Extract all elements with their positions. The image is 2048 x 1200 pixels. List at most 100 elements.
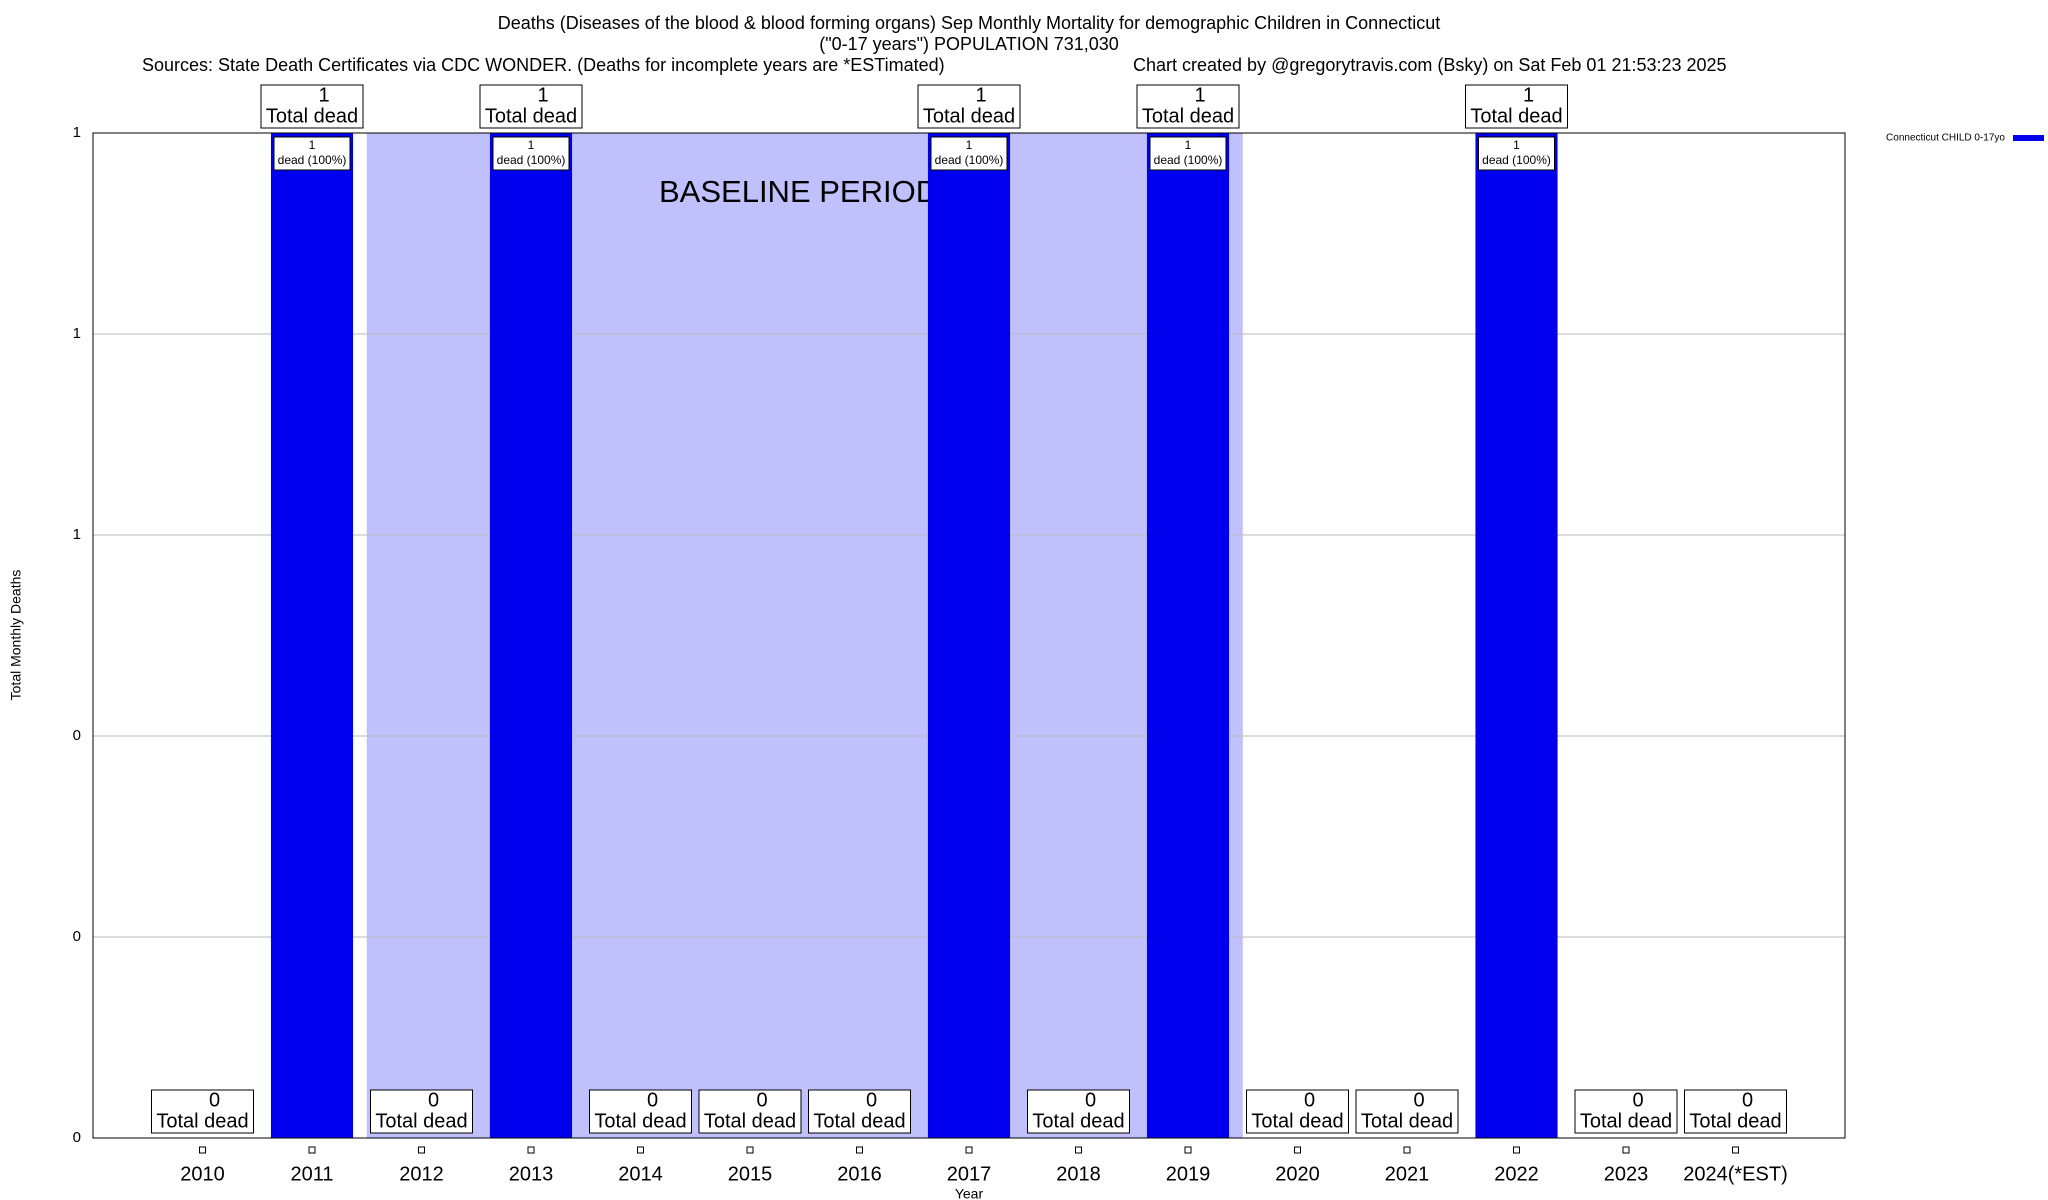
total-label-value: 1 xyxy=(537,84,548,106)
chart-source: Sources: State Death Certificates via CD… xyxy=(142,55,945,75)
bar-label-value: 1 xyxy=(309,138,316,152)
y-tick-label: 0 xyxy=(73,1129,81,1146)
y-tick-label: 1 xyxy=(73,124,81,141)
total-label-text: Total dead xyxy=(1689,1110,1781,1132)
bar xyxy=(270,133,354,1138)
x-tick-label: 2024(*EST) xyxy=(1683,1163,1788,1185)
x-tick-mark xyxy=(1184,1146,1192,1154)
bar-label-text: dead (100%) xyxy=(278,153,347,167)
x-tick-mark xyxy=(856,1146,863,1154)
x-tick-mark xyxy=(1513,1146,1520,1154)
total-label-box xyxy=(917,84,1021,129)
total-label-text: Total dead xyxy=(156,1110,248,1132)
x-tick-label: 2010 xyxy=(180,1163,225,1185)
total-label-value: 1 xyxy=(318,84,329,106)
total-label-value: 0 xyxy=(756,1089,767,1111)
x-tick-label: 2020 xyxy=(1275,1163,1320,1185)
total-label-value: 0 xyxy=(1742,1089,1753,1111)
bar xyxy=(1475,133,1558,1138)
total-label-box xyxy=(1355,1089,1459,1134)
y-tick-label: 0 xyxy=(73,928,81,945)
total-label-box xyxy=(1684,1089,1787,1134)
x-tick-label: 2019 xyxy=(1166,1163,1211,1185)
legend-swatch xyxy=(2013,135,2044,141)
y-tick-label: 1 xyxy=(73,526,81,543)
total-label-value: 0 xyxy=(209,1089,220,1111)
bar-label-box xyxy=(930,136,1008,171)
total-label-box xyxy=(370,1089,473,1134)
total-label-value: 0 xyxy=(1085,1089,1096,1111)
x-tick-label: 2018 xyxy=(1056,1163,1101,1185)
total-label-text: Total dead xyxy=(813,1110,905,1132)
x-tick-mark xyxy=(637,1146,644,1154)
total-label-text: Total dead xyxy=(1361,1110,1453,1132)
x-tick-mark xyxy=(418,1146,425,1154)
total-label-box xyxy=(1465,84,1568,129)
bar-label-text: dead (100%) xyxy=(935,153,1004,167)
x-tick-label: 2017 xyxy=(947,1163,992,1185)
bar xyxy=(927,133,1011,1138)
total-label-text: Total dead xyxy=(1032,1110,1124,1132)
legend-label: Connecticut CHILD 0-17yo xyxy=(1886,133,2005,144)
total-label-value: 0 xyxy=(1304,1089,1315,1111)
x-tick-label: 2014 xyxy=(618,1163,663,1185)
total-label-box xyxy=(479,84,583,129)
total-label-value: 0 xyxy=(428,1089,439,1111)
total-label-value: 1 xyxy=(975,84,986,106)
bar-label-text: dead (100%) xyxy=(1482,153,1551,167)
total-label-value: 0 xyxy=(1632,1089,1643,1111)
total-label-text: Total dead xyxy=(1251,1110,1343,1132)
x-tick-mark xyxy=(1403,1146,1411,1154)
total-label-value: 0 xyxy=(866,1089,877,1111)
bar-label-box xyxy=(273,136,351,171)
total-label-value: 0 xyxy=(647,1089,658,1111)
total-label-text: Total dead xyxy=(485,105,577,127)
total-label-text: Total dead xyxy=(923,105,1015,127)
bar-label-text: dead (100%) xyxy=(1154,153,1223,167)
x-tick-label: 2023 xyxy=(1604,1163,1649,1185)
total-label-text: Total dead xyxy=(375,1110,467,1132)
bar-label-box xyxy=(1149,136,1227,171)
baseline-label: BASELINE PERIOD xyxy=(659,174,938,209)
total-label-value: 1 xyxy=(1194,84,1205,106)
total-label-box xyxy=(151,1089,254,1134)
x-tick-label: 2015 xyxy=(728,1163,773,1185)
bar-label-value: 1 xyxy=(1185,138,1192,152)
bar xyxy=(1146,133,1230,1138)
bar xyxy=(489,133,573,1138)
chart-title: Deaths (Diseases of the blood & blood fo… xyxy=(498,13,1440,33)
total-label-text: Total dead xyxy=(1470,105,1562,127)
x-tick-label: 2013 xyxy=(509,1163,554,1185)
total-label-value: 1 xyxy=(1523,84,1534,106)
bar-label-value: 1 xyxy=(1513,138,1520,152)
x-tick-label: 2011 xyxy=(290,1163,333,1185)
total-label-box xyxy=(1246,1089,1349,1134)
x-tick-mark xyxy=(1622,1146,1630,1154)
bar-label-text: dead (100%) xyxy=(497,153,566,167)
x-tick-mark xyxy=(1075,1146,1082,1154)
total-label-box xyxy=(1136,84,1240,129)
total-label-text: Total dead xyxy=(266,105,358,127)
x-tick-mark xyxy=(1294,1146,1301,1154)
chart-credit: Chart created by @gregorytravis.com (Bsk… xyxy=(1133,55,1727,75)
total-label-box xyxy=(808,1089,911,1134)
x-tick-mark xyxy=(527,1146,535,1154)
y-tick-label: 0 xyxy=(73,727,81,744)
y-tick-label: 1 xyxy=(73,325,81,342)
total-label-text: Total dead xyxy=(1580,1110,1672,1132)
total-label-text: Total dead xyxy=(1142,105,1234,127)
x-tick-mark xyxy=(308,1146,316,1154)
total-label-box xyxy=(589,1089,692,1134)
y-axis-label: Total Monthly Deaths xyxy=(8,570,24,701)
x-tick-mark xyxy=(199,1146,206,1154)
total-label-text: Total dead xyxy=(704,1110,796,1132)
total-label-box xyxy=(1574,1089,1678,1134)
bar-label-box xyxy=(492,136,570,171)
x-tick-mark xyxy=(1732,1146,1739,1154)
total-label-box xyxy=(698,1089,802,1134)
x-tick-label: 2022 xyxy=(1494,1163,1539,1185)
x-tick-label: 2021 xyxy=(1385,1163,1430,1185)
x-tick-mark xyxy=(965,1146,973,1154)
total-label-text: Total dead xyxy=(594,1110,686,1132)
